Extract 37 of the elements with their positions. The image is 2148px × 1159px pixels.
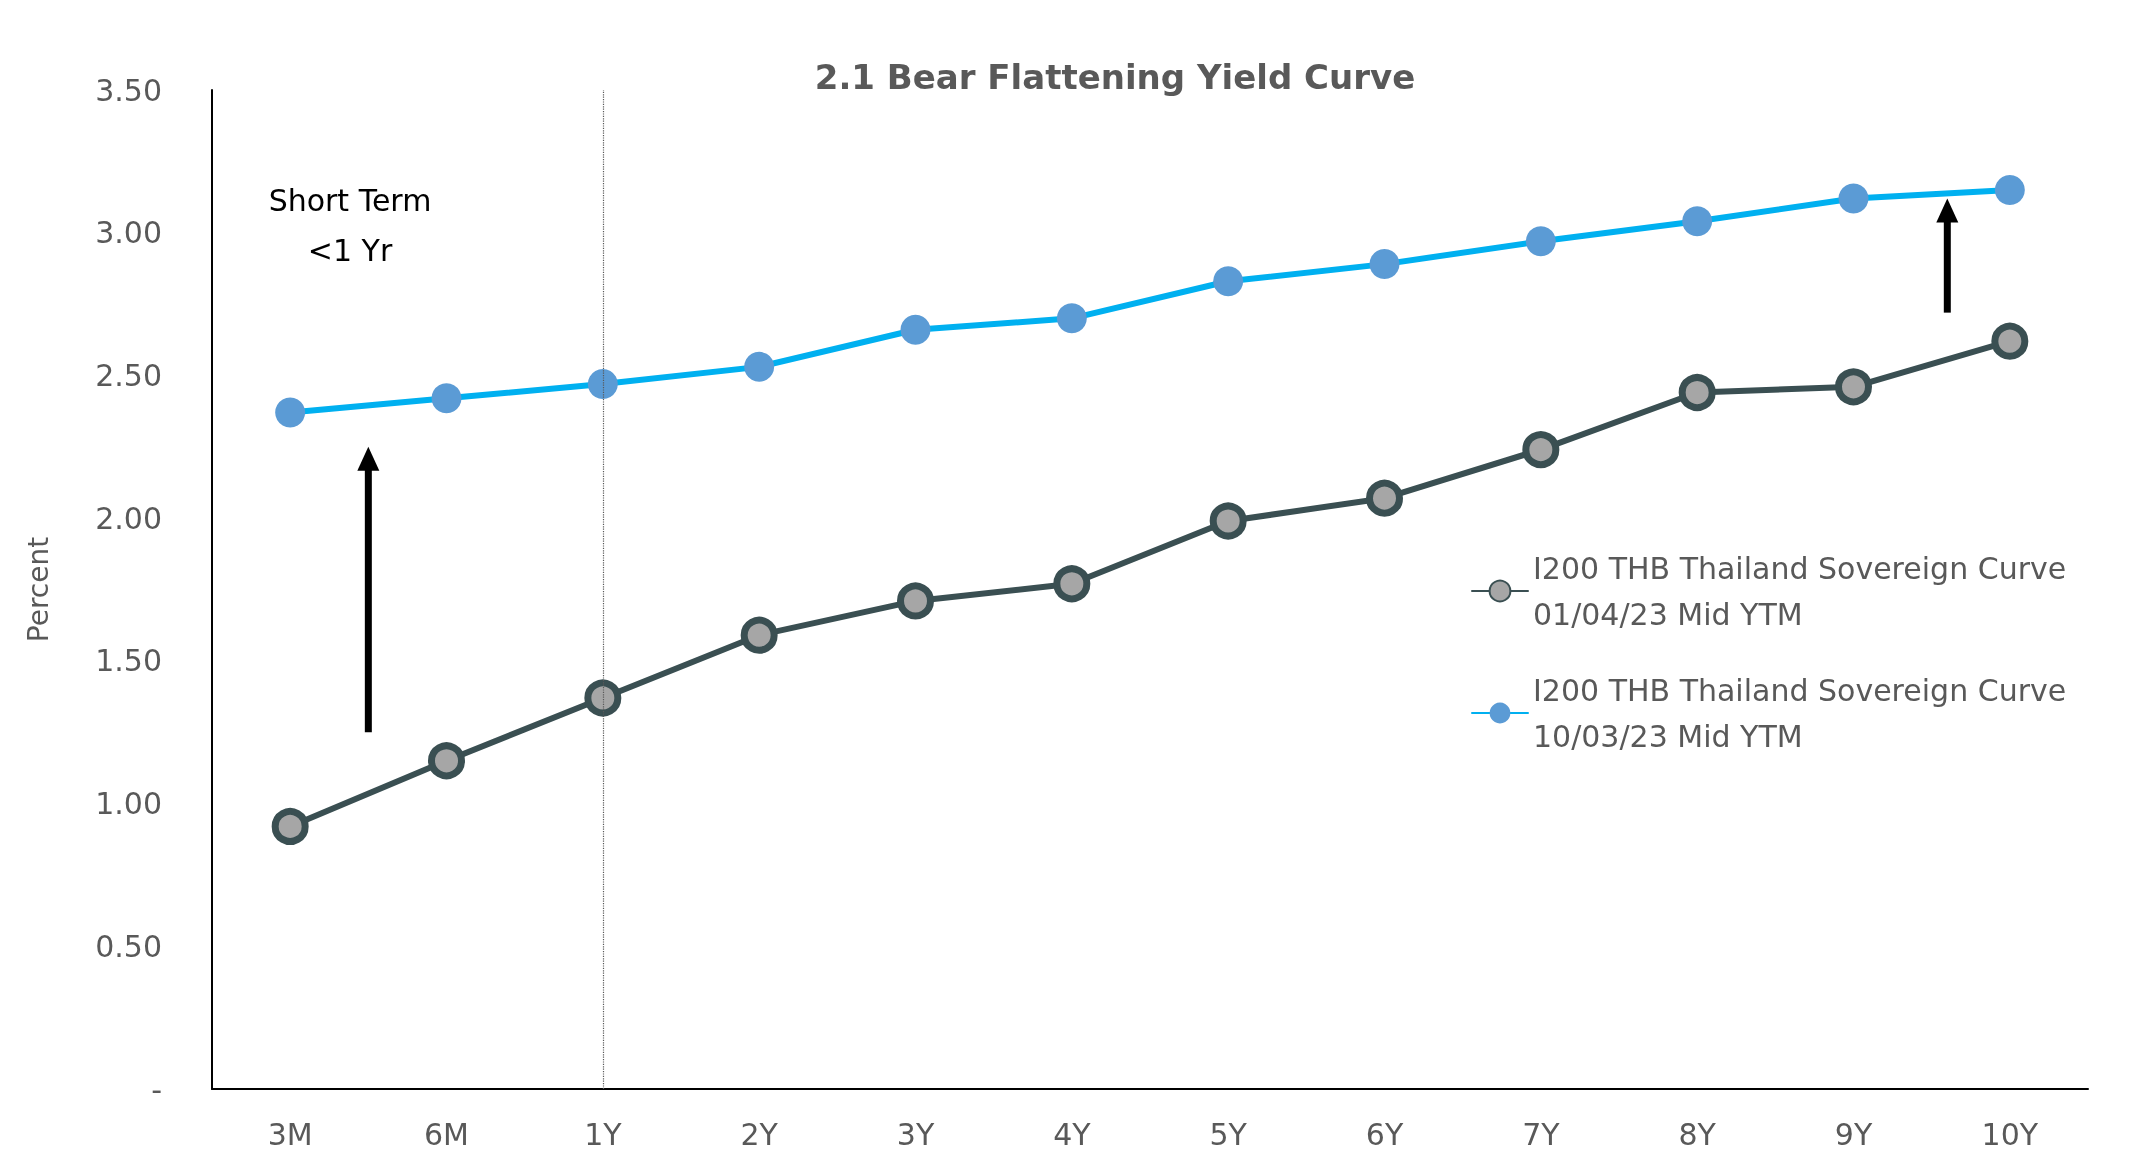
point (1678, 374, 1716, 412)
x-tick-label: 10Y (1981, 1116, 2039, 1152)
point (1053, 565, 1091, 603)
point (740, 616, 778, 654)
x-tick-label: 2Y (740, 1116, 779, 1152)
y-tick-label: 3.00 (95, 215, 162, 251)
point (584, 679, 622, 717)
x-tick-label: 7Y (1522, 1116, 1561, 1152)
point (1522, 431, 1560, 469)
x-tick-label: 3M (267, 1116, 313, 1152)
x-tick-label: 1Y (584, 1116, 623, 1152)
y-tick-label: 3.50 (95, 72, 162, 108)
x-tick-label: 4Y (1053, 1116, 1092, 1152)
y-tick-label: 1.50 (95, 643, 162, 679)
point (1209, 502, 1247, 540)
y-tick-label: - (151, 1071, 162, 1107)
legend-label: I200 THB Thailand Sovereign Curve 01/04/23 Mid YTM (1533, 550, 2076, 632)
point (1991, 322, 2029, 360)
y-tick-label: 0.50 (95, 928, 162, 964)
y-axis-title: Percent (21, 536, 55, 643)
y-tick-label: 1.00 (95, 786, 162, 822)
point (1366, 479, 1403, 517)
y-tick-label: 2.00 (95, 500, 162, 536)
x-tick-label: 8Y (1678, 1116, 1717, 1152)
point (1835, 368, 1872, 406)
x-tick-label: 6Y (1365, 1116, 1404, 1152)
chart-title: 2.1 Bear Flattening Yield Curve (814, 57, 1416, 97)
x-tick-label: 6M (424, 1116, 469, 1152)
x-tick-label: 5Y (1209, 1116, 1248, 1152)
x-tick-label: 9Y (1834, 1116, 1873, 1152)
annotation: Short Term <1 Yr (268, 182, 432, 268)
x-tick-label: 3Y (896, 1116, 935, 1152)
point (897, 582, 934, 620)
legend-label: I200 THB Thailand Sovereign Curve 10/03/23 Mid YTM (1533, 672, 2076, 754)
y-tick-label: 2.50 (95, 357, 162, 393)
point (271, 807, 309, 845)
point (428, 742, 465, 780)
